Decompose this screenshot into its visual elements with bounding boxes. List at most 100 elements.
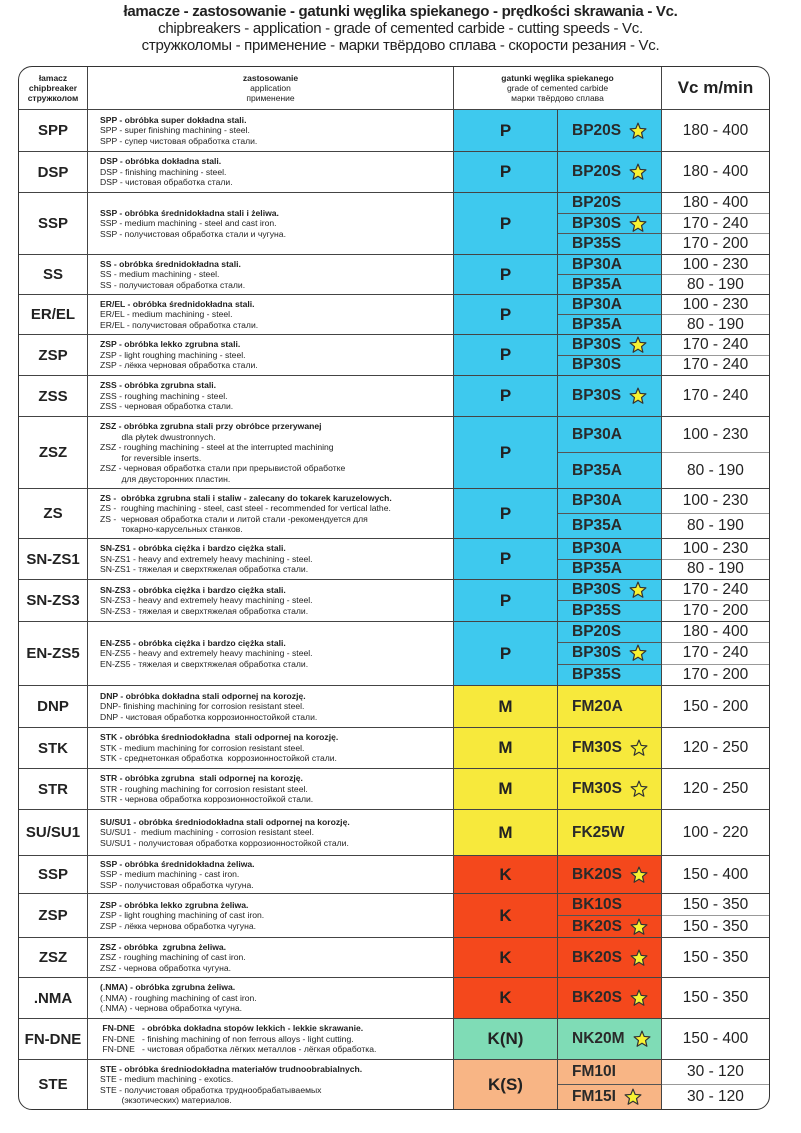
application-line: DSP - obróbka dokładna stali.: [100, 156, 222, 167]
application-line: FN-DNE - finishing machining of non ferr…: [100, 1033, 354, 1044]
cutting-speed: 100 - 230: [662, 295, 769, 314]
application-line: SSP - medium machining - steel and cast …: [100, 218, 277, 229]
cutting-speed-value: 180 - 400: [682, 163, 749, 180]
material-group: K: [453, 978, 557, 1018]
table-row: EN-ZS5 EN-ZS5 - obróbka ciężka i bardzo c…: [19, 621, 769, 685]
cutting-speed-value: 30 - 120: [687, 1088, 744, 1105]
recommended-star-icon: [629, 644, 647, 662]
application-line: SU/SU1 - obróbka średniodokładna stali o…: [100, 816, 350, 827]
grade-name: BP20S: [572, 623, 622, 641]
cutting-speed-value: 170 - 200: [682, 602, 749, 619]
grade-entry: BP20S: [558, 110, 661, 151]
table-row: ZSZ ZSZ - obróbka zgrubna żeliwa. ZSZ - ro…: [19, 937, 769, 977]
cutting-speed: 180 - 400: [662, 110, 769, 151]
cutting-speed-value: 30 - 120: [687, 1063, 744, 1080]
grade-cell: BP30A BP35A: [557, 539, 661, 579]
table-row: DSP DSP - obróbka dokładna stali. DSP - fi…: [19, 151, 769, 192]
cutting-speed-value: 100 - 220: [682, 823, 749, 841]
grade-entry: BP30A: [558, 417, 661, 452]
grade-entry: FM15I: [558, 1084, 661, 1109]
cutting-speed: 100 - 230: [662, 489, 769, 513]
cutting-speed: 150 - 200: [662, 686, 769, 727]
chipbreaker-code: STR: [38, 780, 68, 798]
grade-entry: NK20M: [558, 1019, 661, 1059]
application-line: (экзотических) материалов.: [100, 1095, 232, 1105]
material-group: P: [453, 152, 557, 192]
grade-name: BP35S: [572, 665, 622, 683]
header-label: gatunki węglika spiekanego: [501, 73, 614, 83]
chipbreaker-code: ZSP: [38, 346, 68, 364]
grade-name: BP30S: [572, 644, 622, 662]
grade-name: BP35S: [572, 235, 622, 253]
cutting-speed: 170 - 240: [662, 376, 769, 416]
cutting-speed-value: 100 - 230: [682, 255, 749, 273]
grade-entry: FM30S: [558, 728, 661, 768]
header-grade: gatunki węglika spiekanego grade of ceme…: [453, 67, 661, 109]
grade-entry: BP35S: [558, 600, 661, 621]
application-line: SN-ZS1 - heavy and extremely heavy machi…: [100, 553, 313, 564]
chipbreaker-code: SPP: [37, 122, 68, 139]
table-row: SN-ZS3 SN-ZS3 - obróbka ciężka i bardzo c…: [19, 579, 769, 621]
application-cell: SPP - obróbka super dokładna stali. SPP -…: [87, 110, 453, 151]
application-cell: ZSS - obróbka zgrubna stali. ZSS - roughi…: [87, 376, 453, 416]
cutting-speed-cell: 100 - 230 80 - 190: [661, 489, 769, 538]
application-line: ZSP - obróbka lekko zgrubna żeliwa.: [100, 899, 249, 910]
grade-cell: BK20S: [557, 978, 661, 1018]
application-line: SN-ZS3 - heavy and extremely heavy machi…: [100, 595, 313, 606]
chipbreaker-code: ZSS: [38, 387, 68, 405]
grade-entry: BK10S: [558, 894, 661, 915]
cutting-speed-cell: 150 - 350: [661, 938, 769, 977]
recommended-star-icon: [630, 780, 648, 798]
cutting-speed-cell: 100 - 220: [661, 810, 769, 855]
grade-name: BP20S: [572, 163, 622, 180]
table-row: SPP SPP - obróbka super dokładna stali. SP…: [19, 109, 769, 151]
cutting-speed-cell: 180 - 400 170 - 240 170 - 200: [661, 193, 769, 254]
application-cell: ZS - obróbka zgrubna stali i staliw - za…: [87, 489, 453, 538]
grade-entry: BK20S: [558, 938, 661, 977]
cutting-speed-value: 150 - 200: [682, 697, 749, 715]
chipbreaker-code: SN-ZS3: [26, 592, 80, 609]
application-line: ZSP - light roughing machining of cast i…: [100, 910, 265, 921]
grade-entry: BP30S: [558, 335, 661, 355]
application-line: ZS - obróbka zgrubna stali i staliw - za…: [100, 492, 392, 503]
recommended-star-icon: [633, 1030, 651, 1048]
cutting-speed-value: 150 - 350: [682, 895, 749, 913]
grade-entry: BP20S: [558, 622, 661, 642]
grade-cell: BP30A BP35A: [557, 295, 661, 334]
grade-entry: BP30S: [558, 212, 661, 234]
application-line: (.NMA) - obróbka zgrubna żeliwa.: [100, 982, 236, 993]
application-cell: STE - obróbka średniodokładna materiałów…: [87, 1060, 453, 1109]
application-line: ZSZ - roughing machining of cast iron.: [100, 952, 246, 963]
application-line: ZSS - obróbka zgrubna stali.: [100, 380, 217, 391]
grade-name: FM30S: [572, 780, 622, 797]
grade-cell: BK20S: [557, 856, 661, 893]
application-line: ER/EL - получистовая обработка стали.: [100, 319, 259, 330]
table-body: SPP SPP - obróbka super dokładna stali. SP…: [19, 109, 769, 1109]
cutting-speed: 80 - 190: [662, 274, 769, 294]
grade-name: BP35A: [572, 560, 622, 578]
grade-entry: BP30A: [558, 539, 661, 559]
cutting-speed-value: 80 - 190: [687, 461, 744, 479]
chipbreaker-code: DNP: [37, 698, 69, 715]
header-label: chipbreaker: [28, 83, 78, 93]
application-line: токарно-карусельных станков.: [100, 524, 243, 534]
cutting-speed-value: 170 - 240: [682, 581, 749, 598]
table-row: STK STK - obróbka średniodokładna stali o…: [19, 727, 769, 768]
material-group: M: [453, 686, 557, 727]
grade-cell: BP20S BP30S BP35S: [557, 193, 661, 254]
application-line: SN-ZS1 - тяжелая и сверхтяжелая обработк…: [100, 564, 309, 575]
application-line: ZSS - roughing machining - steel.: [100, 390, 228, 401]
grade-entry: BP35A: [558, 452, 661, 488]
chipbreaker-code: SS: [42, 266, 63, 283]
cutting-speed-value: 170 - 240: [682, 335, 749, 353]
cutting-speed-value: 170 - 240: [682, 387, 749, 404]
cutting-speed-cell: 100 - 230 80 - 190: [661, 539, 769, 579]
application-cell: ZSP - obróbka lekko zgrubna żeliwa. ZSP -…: [87, 894, 453, 937]
grade-name: BP30A: [572, 492, 622, 509]
application-line: SS - obróbka średnidokładna stali.: [100, 258, 241, 269]
application-line: dla płytek dwustronnych.: [100, 431, 216, 442]
cutting-speed-value: 150 - 350: [682, 948, 749, 966]
header-application: zastosowanie application применение: [87, 67, 453, 109]
chipbreaker-code: EN-ZS5: [26, 645, 80, 662]
application-cell: SU/SU1 - obróbka średniodokładna stali o…: [87, 810, 453, 855]
